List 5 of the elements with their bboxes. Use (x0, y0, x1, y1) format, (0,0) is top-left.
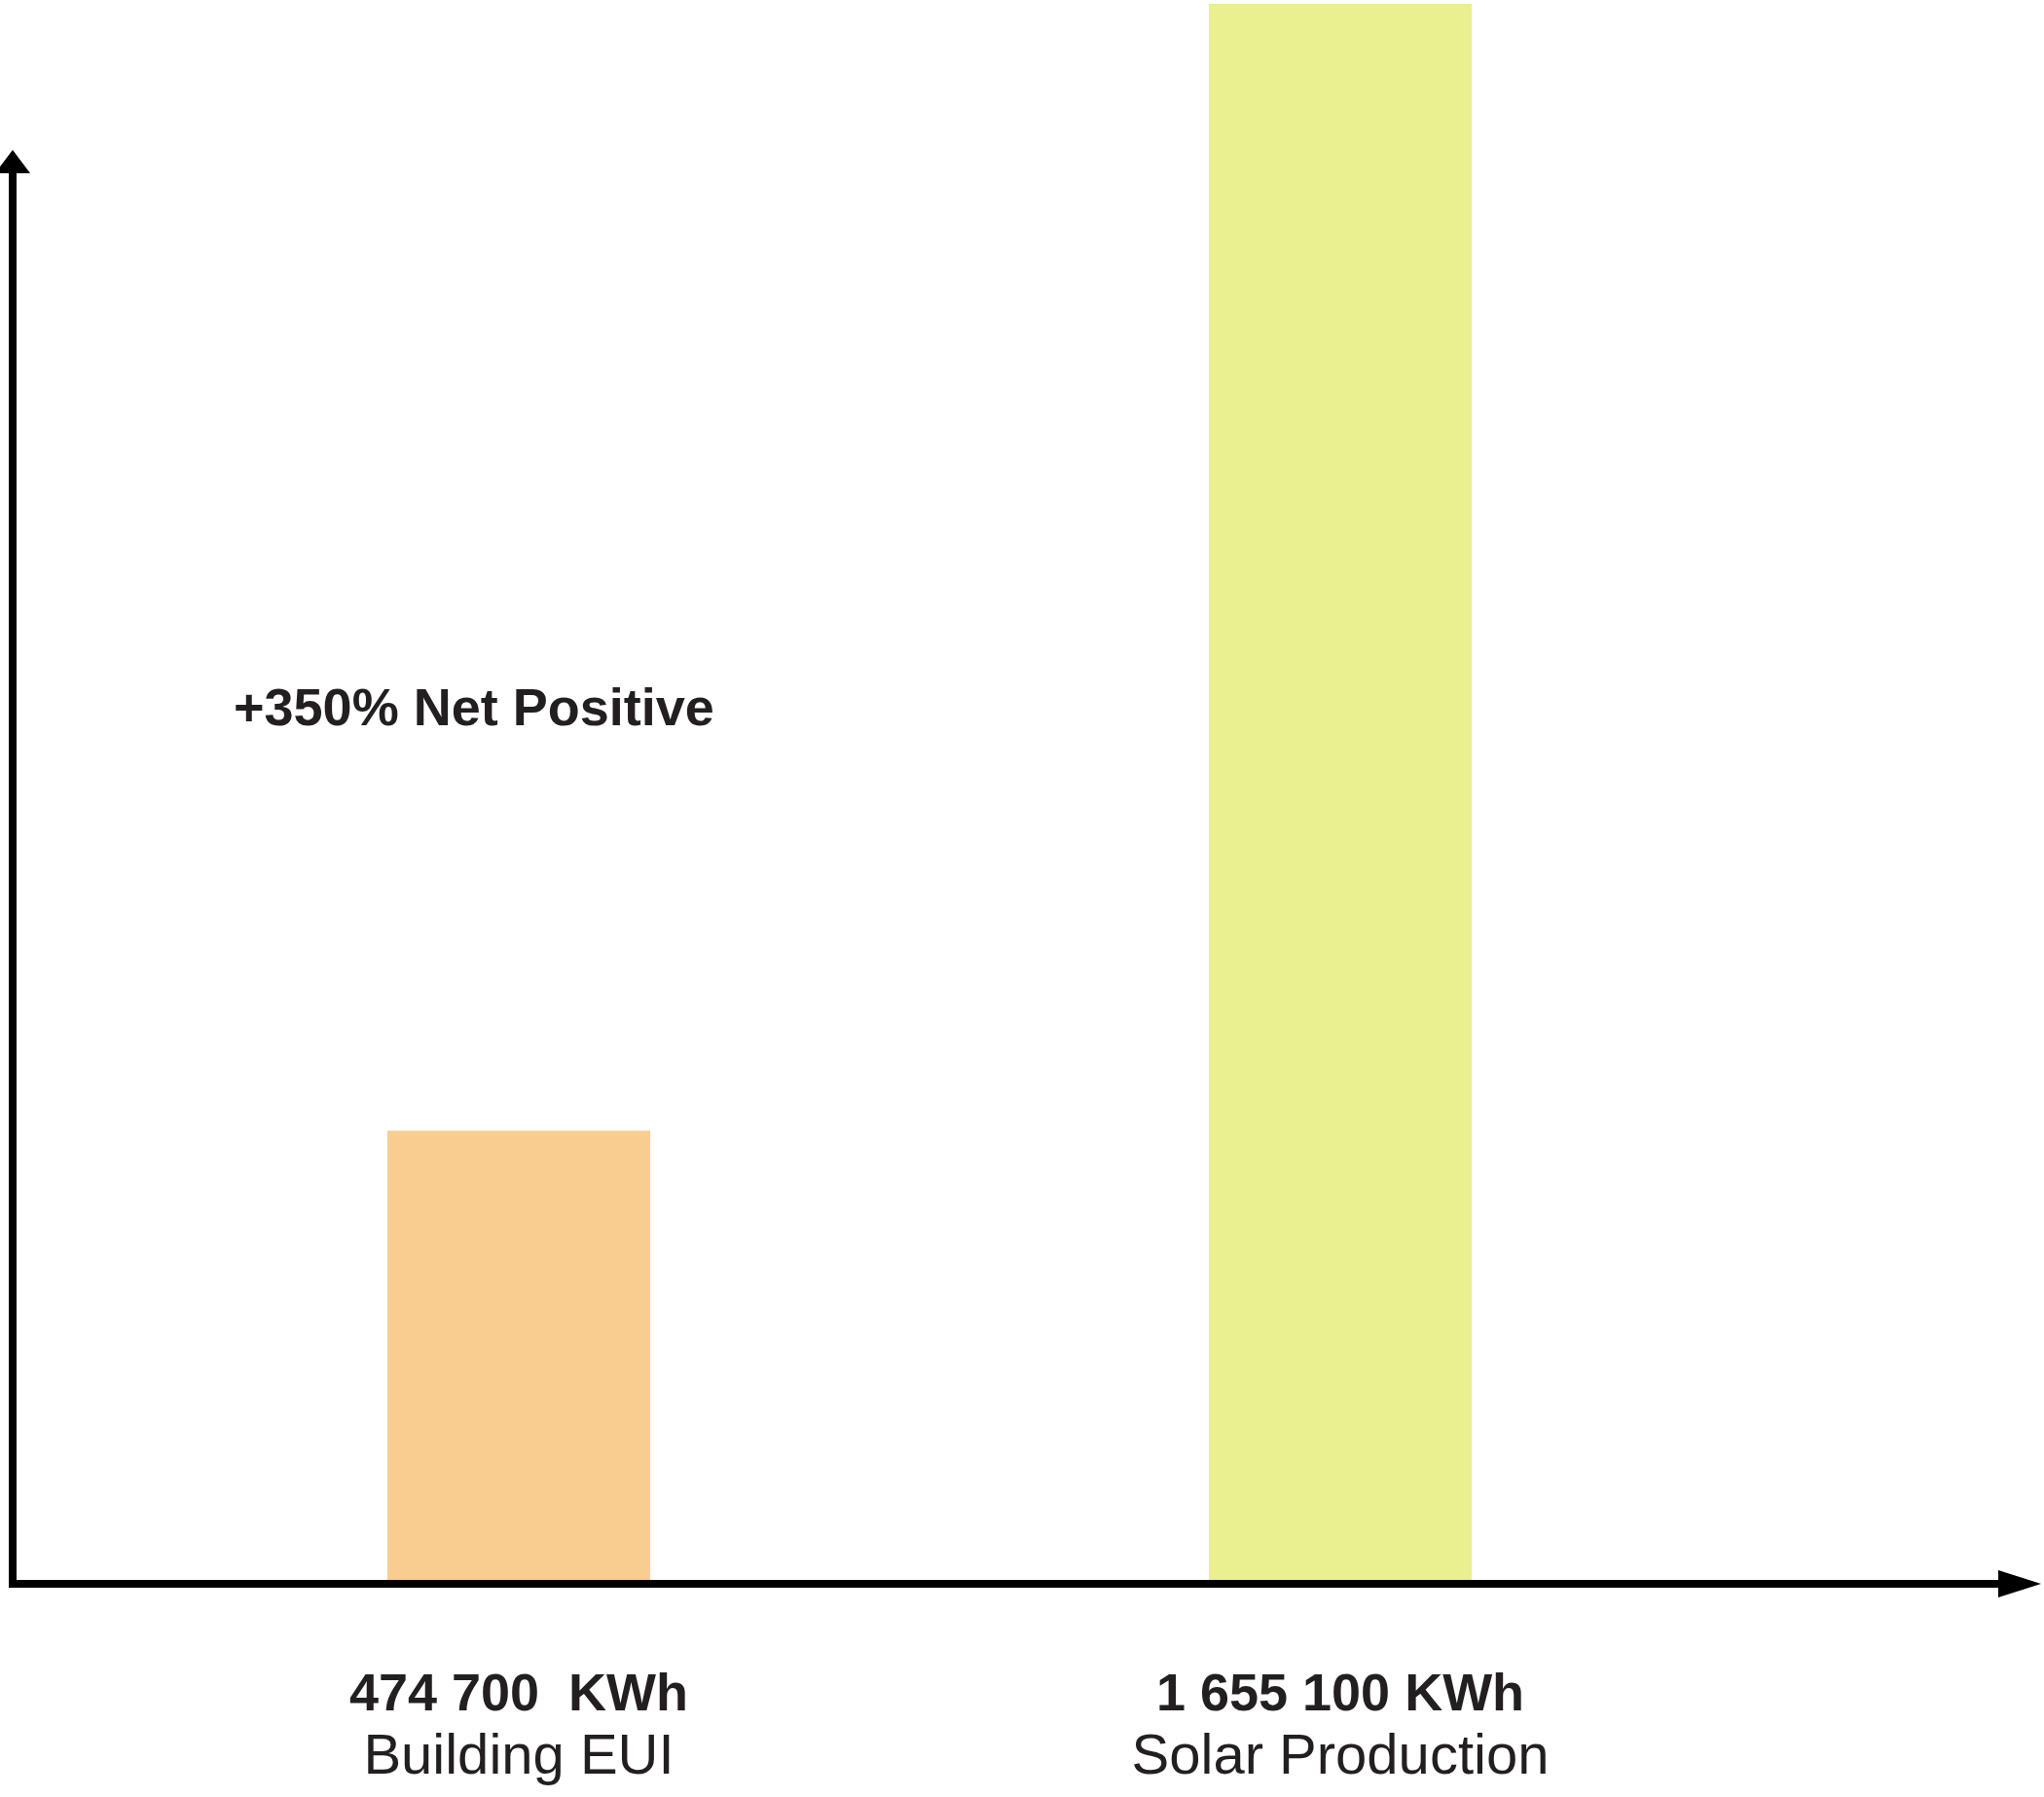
annotation: +350% Net Positive (234, 678, 714, 736)
data-label: 1 655 100 KWh (1155, 1663, 1525, 1721)
x-tick-label: Solar Production (1131, 1722, 1550, 1785)
data-label: 474 700 KWh (348, 1663, 689, 1721)
x-tick-label: Building EUI (363, 1722, 675, 1785)
